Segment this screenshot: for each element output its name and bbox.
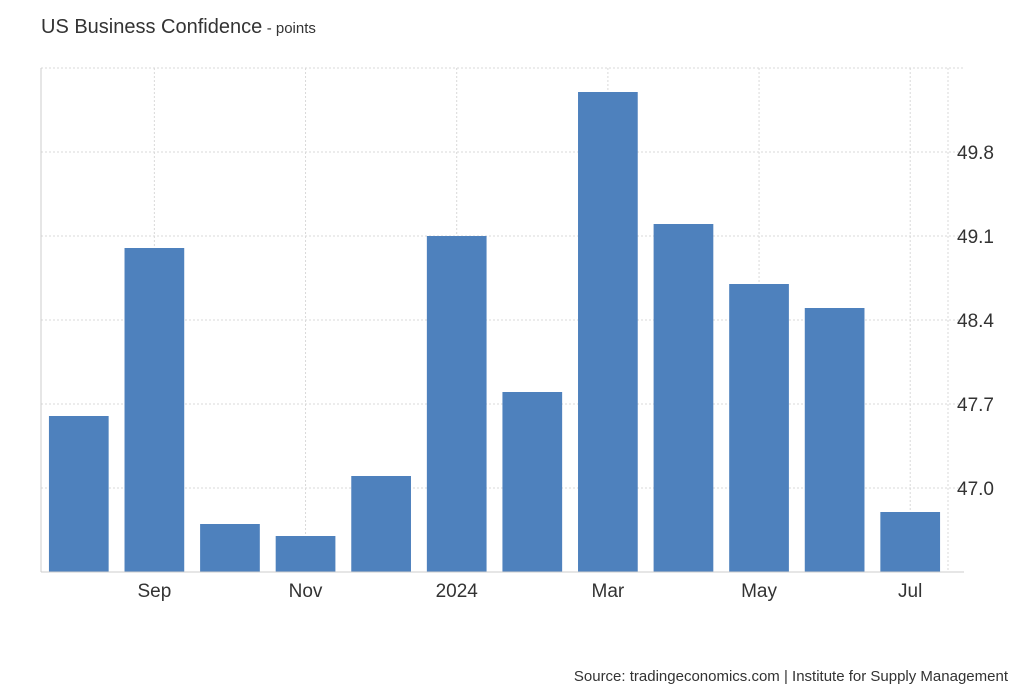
- chart-subtitle: - points: [266, 20, 316, 37]
- y-axis-ticks: 47.0 47.7 48.4 49.1 49.8: [957, 143, 994, 500]
- bar-mar-2024: [578, 92, 638, 572]
- y-tick-label: 48.4: [957, 311, 994, 332]
- bar-jul-2024: [880, 512, 941, 572]
- x-axis-ticks: Sep Nov 2024 Mar May Jul: [137, 581, 922, 602]
- chart-title-main: US Business Confidence: [41, 16, 263, 38]
- x-tick-label: May: [741, 581, 777, 602]
- axes: [40, 68, 964, 573]
- bar-aug-2023: [48, 416, 109, 572]
- bar-feb-2024: [502, 392, 563, 572]
- bar-apr-2024: [653, 224, 714, 572]
- bar-chart: Sep Nov 2024 Mar May Jul 47.0 47.7 48.4 49.1 49.8: [40, 67, 994, 602]
- bar-nov-2023: [275, 536, 336, 572]
- x-tick-label: Jul: [898, 581, 922, 602]
- chart-title: US Business Confidence - points: [41, 16, 316, 39]
- bar-sep-2023: [124, 248, 185, 572]
- bar-oct-2023: [200, 524, 260, 572]
- x-tick-label: 2024: [436, 581, 479, 602]
- bar-may-2024: [729, 284, 789, 572]
- y-tick-label: 49.8: [957, 143, 994, 164]
- y-tick-label: 47.7: [957, 395, 994, 416]
- bars: [48, 92, 941, 572]
- bar-jan-2024: [426, 236, 487, 572]
- y-tick-label: 49.1: [957, 227, 994, 248]
- x-tick-label: Sep: [137, 581, 171, 602]
- y-tick-label: 47.0: [957, 479, 994, 500]
- source-note: Source: tradingeconomics.com | Institute…: [573, 668, 1008, 685]
- bar-dec-2023: [351, 476, 411, 572]
- x-tick-label: Nov: [289, 581, 323, 602]
- x-tick-label: Mar: [592, 581, 625, 602]
- bar-jun-2024: [804, 308, 865, 572]
